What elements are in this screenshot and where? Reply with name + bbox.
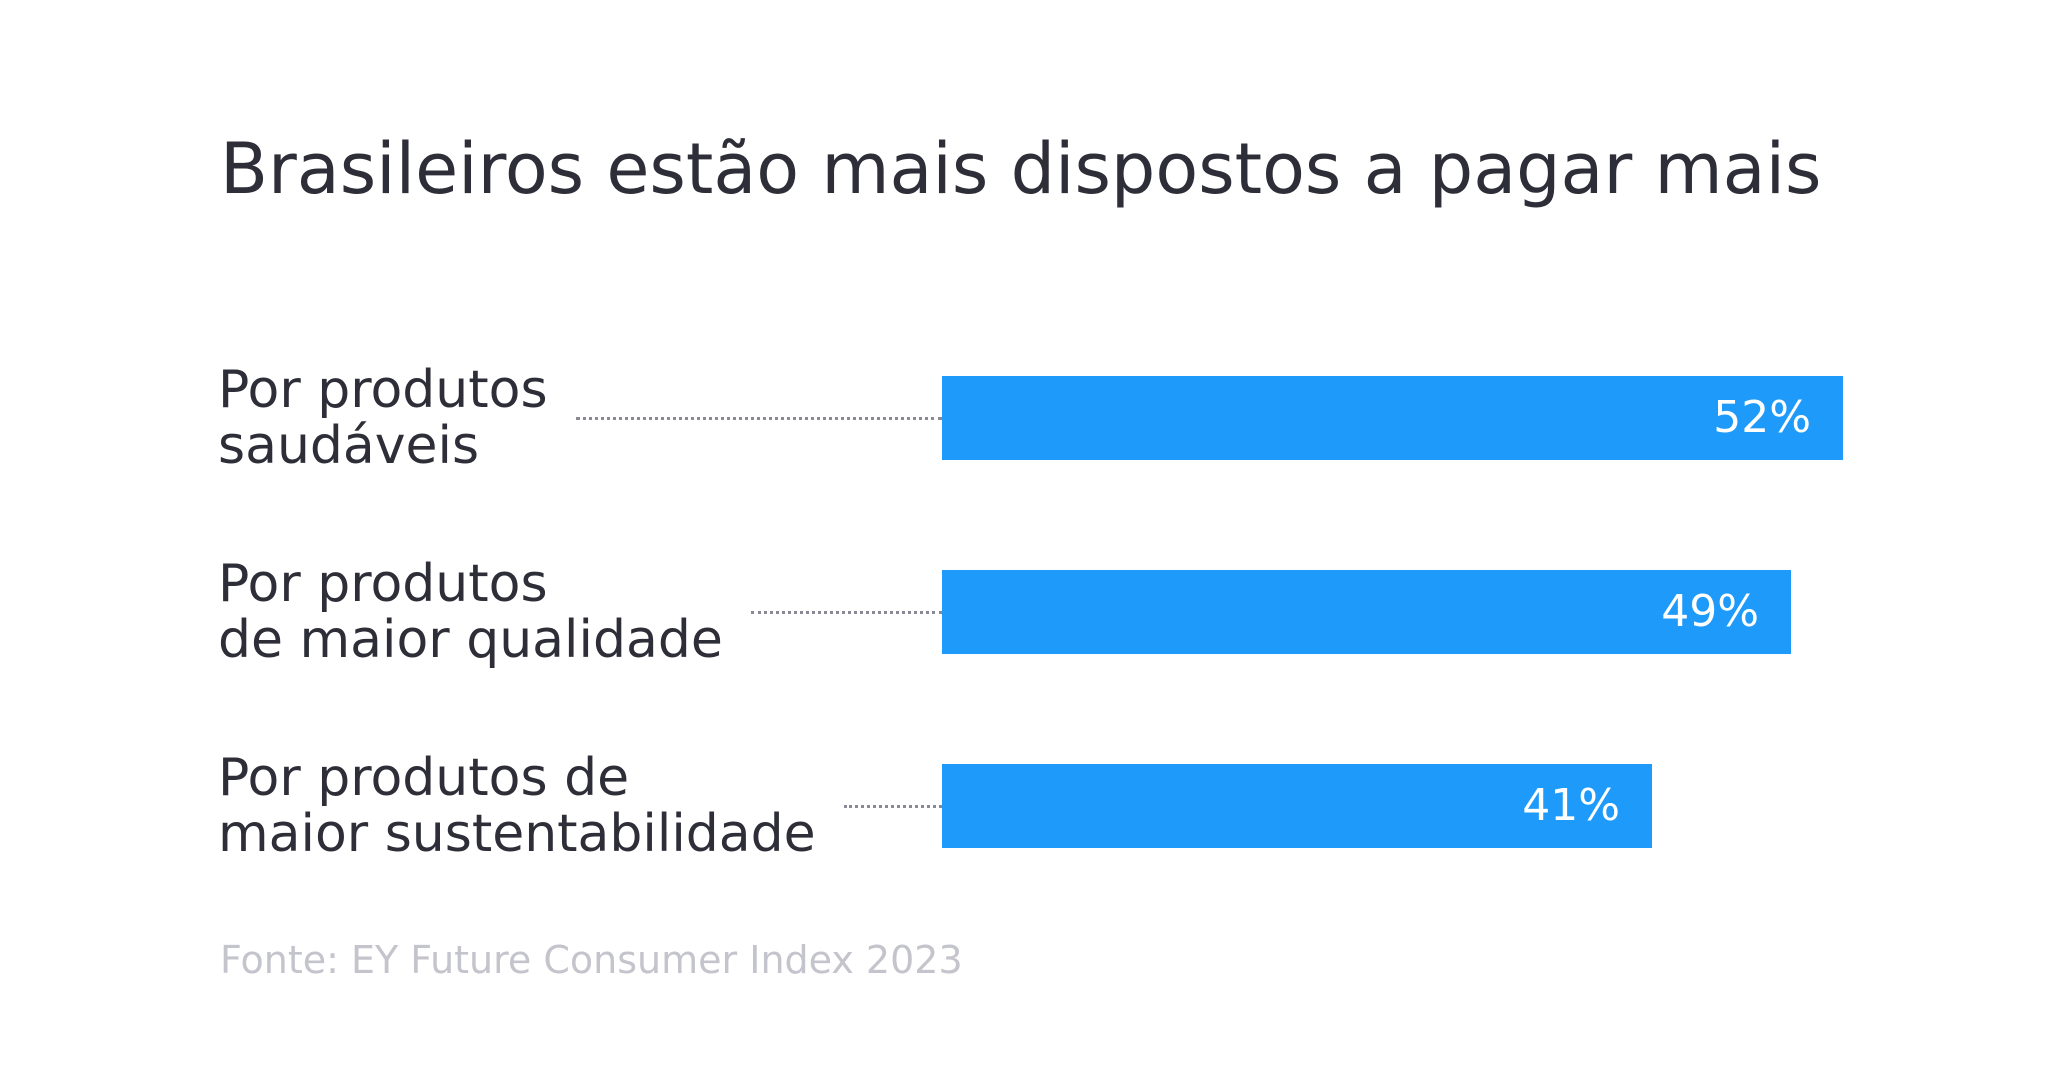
source-note: Fonte: EY Future Consumer Index 2023 bbox=[220, 938, 963, 982]
bar-value-label: 49% bbox=[1661, 586, 1759, 637]
bar bbox=[942, 570, 1791, 654]
bar bbox=[942, 764, 1652, 848]
category-label: Por produtos saudáveis bbox=[218, 362, 548, 474]
bar-value-label: 41% bbox=[1522, 780, 1620, 831]
category-label-line: saudáveis bbox=[218, 416, 480, 476]
category-label-line: Por produtos bbox=[218, 360, 548, 420]
bar bbox=[942, 376, 1843, 460]
leader-line bbox=[575, 417, 942, 420]
leader-line bbox=[750, 611, 942, 614]
category-label-line: de maior qualidade bbox=[218, 610, 723, 670]
category-label: Por produtos de maior qualidade bbox=[218, 556, 723, 668]
category-label-line: Por produtos de bbox=[218, 748, 630, 808]
bar-value-label: 52% bbox=[1713, 392, 1811, 443]
category-label-line: Por produtos bbox=[218, 554, 548, 614]
category-label-line: maior sustentabilidade bbox=[218, 804, 816, 864]
leader-line bbox=[843, 805, 942, 808]
chart-title: Brasileiros estão mais dispostos a pagar… bbox=[220, 128, 1822, 210]
category-label: Por produtos de maior sustentabilidade bbox=[218, 750, 816, 862]
